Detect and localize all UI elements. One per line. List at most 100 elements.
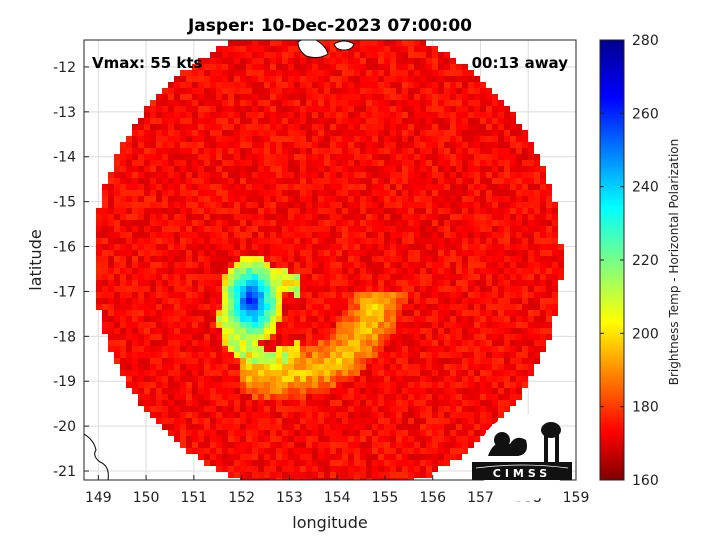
field-cell xyxy=(264,334,270,340)
field-cell xyxy=(198,304,204,310)
field-cell xyxy=(324,232,330,238)
field-cell xyxy=(264,124,270,130)
field-cell xyxy=(138,214,144,220)
field-cell xyxy=(354,334,360,340)
field-cell xyxy=(402,208,408,214)
field-cell xyxy=(378,316,384,322)
field-cell xyxy=(462,154,468,160)
field-cell xyxy=(324,460,330,466)
field-cell xyxy=(414,418,420,424)
field-cell xyxy=(420,232,426,238)
field-cell xyxy=(408,202,414,208)
field-cell xyxy=(324,310,330,316)
field-cell xyxy=(282,196,288,202)
field-cell xyxy=(168,400,174,406)
field-cell xyxy=(240,268,246,274)
field-cell xyxy=(192,244,198,250)
field-cell xyxy=(450,154,456,160)
field-cell xyxy=(498,112,504,118)
field-cell xyxy=(510,208,516,214)
field-cell xyxy=(120,298,126,304)
field-cell xyxy=(438,352,444,358)
field-cell xyxy=(462,382,468,388)
field-cell xyxy=(546,268,552,274)
field-cell xyxy=(312,478,318,480)
field-cell xyxy=(300,208,306,214)
field-cell xyxy=(462,304,468,310)
field-cell xyxy=(120,358,126,364)
field-cell xyxy=(456,148,462,154)
field-cell xyxy=(162,160,168,166)
field-cell xyxy=(480,370,486,376)
field-cell xyxy=(438,424,444,430)
field-cell xyxy=(384,304,390,310)
field-cell xyxy=(186,250,192,256)
field-cell xyxy=(306,106,312,112)
field-cell xyxy=(114,346,120,352)
field-cell xyxy=(450,310,456,316)
field-cell xyxy=(252,112,258,118)
field-cell xyxy=(360,172,366,178)
field-cell xyxy=(348,250,354,256)
field-cell xyxy=(288,130,294,136)
field-cell xyxy=(390,454,396,460)
field-cell xyxy=(372,436,378,442)
field-cell xyxy=(450,208,456,214)
field-cell xyxy=(504,316,510,322)
field-cell xyxy=(354,286,360,292)
field-cell xyxy=(342,412,348,418)
field-cell xyxy=(474,262,480,268)
field-cell xyxy=(114,214,120,220)
field-cell xyxy=(264,238,270,244)
field-cell xyxy=(264,418,270,424)
field-cell xyxy=(528,166,534,172)
field-cell xyxy=(270,64,276,70)
field-cell xyxy=(510,376,516,382)
field-cell xyxy=(456,100,462,106)
field-cell xyxy=(402,346,408,352)
field-cell xyxy=(354,460,360,466)
field-cell xyxy=(312,196,318,202)
field-cell xyxy=(312,88,318,94)
field-cell xyxy=(456,190,462,196)
field-cell xyxy=(408,358,414,364)
field-cell xyxy=(114,178,120,184)
field-cell xyxy=(258,460,264,466)
field-cell xyxy=(174,166,180,172)
field-cell xyxy=(372,298,378,304)
field-cell xyxy=(120,346,126,352)
field-cell xyxy=(198,70,204,76)
field-cell xyxy=(492,196,498,202)
field-cell xyxy=(216,328,222,334)
field-cell xyxy=(246,364,252,370)
field-cell xyxy=(294,142,300,148)
field-cell xyxy=(498,268,504,274)
field-cell xyxy=(204,226,210,232)
field-cell xyxy=(354,214,360,220)
field-cell xyxy=(480,424,486,430)
field-cell xyxy=(318,268,324,274)
field-cell xyxy=(228,154,234,160)
field-cell xyxy=(498,208,504,214)
field-cell xyxy=(426,460,432,466)
field-cell xyxy=(396,64,402,70)
field-cell xyxy=(222,226,228,232)
field-cell xyxy=(534,232,540,238)
field-cell xyxy=(552,244,558,250)
field-cell xyxy=(300,262,306,268)
field-cell xyxy=(216,466,222,472)
field-cell xyxy=(162,358,168,364)
field-cell xyxy=(330,202,336,208)
field-cell xyxy=(528,304,534,310)
field-cell xyxy=(150,142,156,148)
field-cell xyxy=(276,106,282,112)
field-cell xyxy=(150,106,156,112)
field-cell xyxy=(468,262,474,268)
field-cell xyxy=(498,226,504,232)
field-cell xyxy=(432,160,438,166)
field-cell xyxy=(492,292,498,298)
field-cell xyxy=(192,292,198,298)
field-cell xyxy=(378,160,384,166)
field-cell xyxy=(204,364,210,370)
field-cell xyxy=(438,148,444,154)
